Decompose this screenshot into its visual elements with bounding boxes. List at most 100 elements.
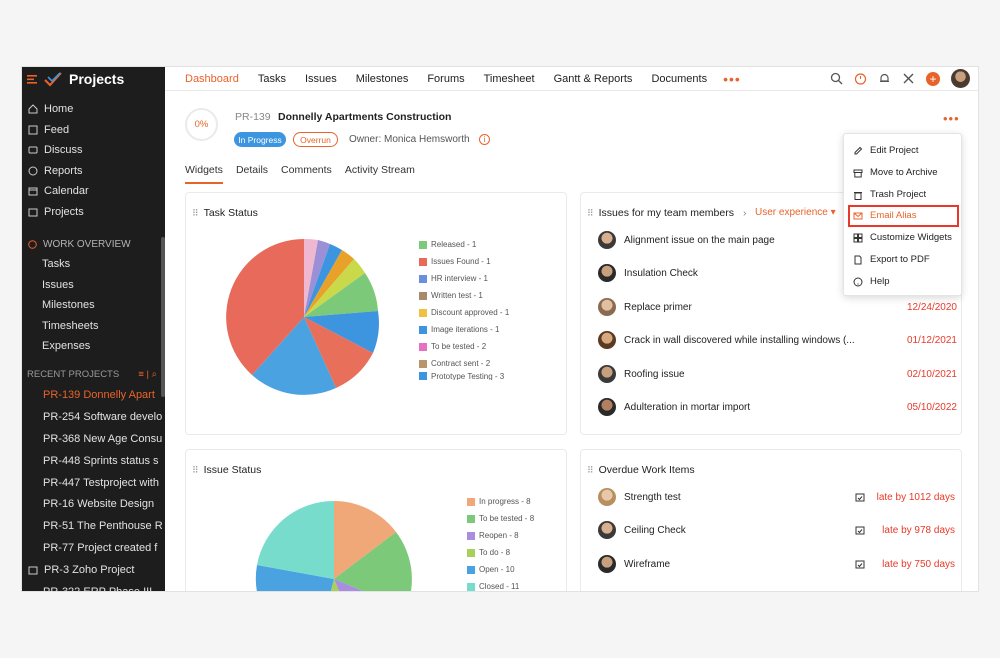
- bell-icon[interactable]: [878, 72, 891, 85]
- late-by-label: late by 1012 days: [876, 491, 955, 503]
- menu-help[interactable]: Help: [848, 271, 959, 293]
- tab-milestones[interactable]: Milestones: [355, 72, 409, 85]
- sidebar-item-projects[interactable]: Projects: [22, 202, 165, 223]
- chevron-right-icon[interactable]: ›: [742, 207, 747, 219]
- email-icon: [853, 212, 863, 220]
- legend-item: To be tested - 2: [419, 338, 509, 355]
- add-button[interactable]: +: [926, 71, 940, 86]
- tab-details[interactable]: Details: [235, 164, 269, 176]
- chevron-circle-icon: [28, 239, 37, 249]
- card-title: ⠿ Issues for my team members ›: [587, 207, 746, 219]
- drag-handle-icon[interactable]: ⠿: [192, 464, 199, 475]
- brand[interactable]: Projects: [22, 67, 165, 91]
- project-more-button[interactable]: •••: [943, 111, 960, 126]
- home-icon: [28, 104, 38, 114]
- sidebar-item-expenses[interactable]: Expenses: [42, 340, 91, 353]
- calendar-icon: [28, 187, 38, 196]
- tab-issues[interactable]: Issues: [304, 72, 337, 85]
- tab-comments[interactable]: Comments: [281, 164, 332, 176]
- menu-icon[interactable]: [27, 74, 37, 84]
- sidebar-item-feed[interactable]: Feed: [22, 120, 165, 141]
- card-title-text: Issues for my team members: [598, 207, 734, 219]
- tab-tasks[interactable]: Tasks: [257, 72, 286, 85]
- issue-row[interactable]: Replace primer 12/24/2020: [598, 296, 957, 318]
- issue-row[interactable]: Alignment issue on the main page: [598, 229, 938, 251]
- avatar: [598, 264, 616, 282]
- calendar-check-icon: [855, 560, 865, 569]
- recent-project-item[interactable]: PR-77 Project created f: [43, 541, 158, 554]
- drag-handle-icon[interactable]: ⠿: [587, 464, 594, 475]
- search-icon[interactable]: [830, 72, 843, 85]
- recent-project-item[interactable]: PR-447 Testproject with: [43, 476, 159, 489]
- tab-documents[interactable]: Documents: [651, 72, 708, 85]
- card-title: ⠿ Issue Status: [192, 464, 261, 476]
- sidebar-item-milestones[interactable]: Milestones: [42, 299, 95, 312]
- overdue-row[interactable]: Wireframe late by 750 days: [598, 553, 955, 575]
- project-actions-menu: Edit Project Move to Archive Trash Proje…: [843, 133, 962, 296]
- tab-activity-stream[interactable]: Activity Stream: [344, 164, 415, 176]
- timer-icon[interactable]: [854, 72, 867, 85]
- menu-export-pdf[interactable]: Export to PDF: [848, 249, 959, 271]
- recent-project-item[interactable]: PR-139 Donnelly Apart: [43, 389, 155, 402]
- app-window: Projects Home Feed Discuss Reports Calen…: [21, 66, 979, 592]
- issue-row[interactable]: Crack in wall discovered while installin…: [598, 329, 957, 351]
- sidebar-item-tasks[interactable]: Tasks: [42, 258, 71, 271]
- sidebar-item-calendar[interactable]: Calendar: [22, 181, 165, 202]
- recent-projects-heading: RECENT PROJECTS ≡ | ⌕: [22, 365, 165, 385]
- menu-email-alias[interactable]: Email Alias: [848, 205, 959, 227]
- project-id: PR-139: [235, 111, 271, 123]
- recent-project-item[interactable]: PR-254 Software develo: [43, 411, 163, 424]
- sidebar-item-label: Feed: [44, 123, 70, 136]
- sidebar-item-label: Calendar: [44, 185, 89, 198]
- sidebar-item-reports[interactable]: Reports: [22, 161, 165, 182]
- task-title: Ceiling Check: [624, 524, 686, 536]
- menu-label: Customize Widgets: [870, 232, 952, 244]
- tab-widgets[interactable]: Widgets: [185, 164, 223, 184]
- tab-forums[interactable]: Forums: [427, 72, 465, 85]
- menu-edit-project[interactable]: Edit Project: [848, 140, 959, 162]
- sidebar: Projects Home Feed Discuss Reports Calen…: [22, 67, 165, 592]
- menu-customize-widgets[interactable]: Customize Widgets: [848, 227, 959, 249]
- menu-label: Edit Project: [870, 145, 919, 157]
- recent-project-item[interactable]: PR-368 New Age Consu: [43, 432, 163, 445]
- legend-item: Released - 1: [419, 236, 509, 253]
- task-title: Wireframe: [624, 558, 671, 570]
- menu-label: Move to Archive: [870, 167, 938, 179]
- recent-project-item[interactable]: PR-51 The Penthouse R: [43, 520, 163, 533]
- sidebar-item-issues[interactable]: Issues: [42, 278, 74, 291]
- recent-project-item[interactable]: PR-448 Sprints status s: [43, 454, 159, 467]
- issue-row[interactable]: Insulation Check: [598, 262, 938, 284]
- tab-dashboard[interactable]: Dashboard: [185, 72, 239, 85]
- issue-date: 02/10/2021: [906, 368, 957, 380]
- drag-handle-icon[interactable]: ⠿: [587, 207, 594, 218]
- status-badge[interactable]: In Progress: [234, 132, 286, 147]
- overdue-row[interactable]: Ceiling Check late by 978 days: [598, 519, 955, 541]
- menu-trash-project[interactable]: Trash Project: [848, 184, 959, 206]
- folder-icon: [28, 566, 38, 575]
- issue-row[interactable]: Adulteration in mortar import 05/10/2022: [598, 396, 957, 418]
- overdue-row[interactable]: Strength test late by 1012 days: [598, 486, 955, 508]
- avatar: [598, 555, 616, 573]
- work-overview-heading[interactable]: WORK OVERVIEW: [22, 234, 165, 254]
- filter-search-icons[interactable]: ≡ | ⌕: [138, 369, 157, 380]
- user-filter-dropdown[interactable]: User experience ▾: [755, 207, 836, 218]
- info-icon[interactable]: i: [479, 134, 490, 145]
- recent-project-item[interactable]: PR-16 Website Design: [43, 498, 155, 511]
- issue-row[interactable]: Roofing issue 02/10/2021: [598, 363, 957, 385]
- user-avatar[interactable]: [951, 69, 970, 88]
- sidebar-item-timesheets[interactable]: Timesheets: [42, 319, 99, 332]
- menu-move-to-archive[interactable]: Move to Archive: [848, 162, 959, 184]
- reports-icon: [28, 166, 38, 176]
- sidebar-scrollbar[interactable]: [161, 237, 165, 397]
- project-label: PR-3 Zoho Project: [44, 563, 135, 576]
- sidebar-item-discuss[interactable]: Discuss: [22, 140, 165, 161]
- sidebar-item-home[interactable]: Home: [22, 99, 165, 120]
- recent-project-item[interactable]: PR-3 Zoho Project: [22, 559, 165, 581]
- tab-gantt-reports[interactable]: Gantt & Reports: [553, 72, 633, 85]
- recent-project-item[interactable]: PR-322 ERP Phase III: [43, 585, 153, 592]
- drag-handle-icon[interactable]: ⠿: [192, 207, 199, 218]
- more-tabs-button[interactable]: •••: [723, 70, 741, 87]
- tab-timesheet[interactable]: Timesheet: [483, 72, 535, 85]
- tools-icon[interactable]: [902, 72, 915, 85]
- sidebar-item-label: Reports: [44, 164, 83, 177]
